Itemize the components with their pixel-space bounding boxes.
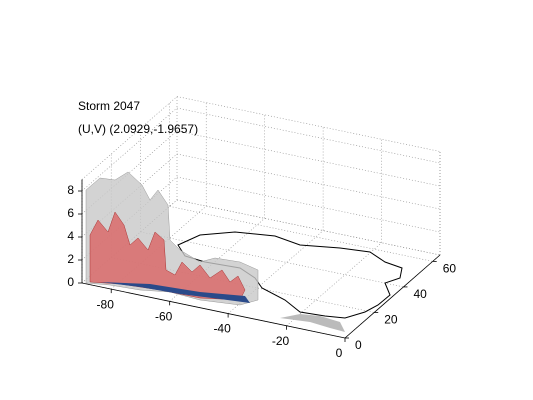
chart-subtitle: (U,V) (2.0929,-1.9657)	[78, 122, 198, 136]
small-surface	[280, 314, 345, 332]
y-tick-label: 20	[384, 313, 398, 327]
x-axis	[81, 282, 346, 339]
x-tick-label: -80	[97, 297, 115, 311]
z-tick-label: 8	[67, 183, 74, 197]
inner-surface	[89, 211, 246, 301]
z-tick-label: 4	[67, 229, 74, 243]
y-tick-label: 0	[355, 338, 362, 352]
chart-title: Storm 2047	[78, 99, 140, 113]
x-tick-label: 0	[336, 346, 343, 360]
z-tick-label: 2	[67, 252, 74, 266]
box-edge	[81, 96, 178, 180]
x-tick-label: -60	[155, 310, 173, 324]
z-tick-label: 6	[67, 206, 74, 220]
x-tick-label: -40	[213, 322, 231, 336]
grid-line	[81, 107, 178, 192]
y-tick-label: 60	[443, 262, 457, 276]
y-tick-label: 40	[413, 287, 427, 301]
isosurfaces	[85, 171, 345, 332]
x-tick-label: -20	[272, 334, 290, 348]
base-surface	[100, 282, 250, 303]
y-axis	[344, 254, 441, 339]
z-tick-label: 0	[67, 275, 74, 289]
